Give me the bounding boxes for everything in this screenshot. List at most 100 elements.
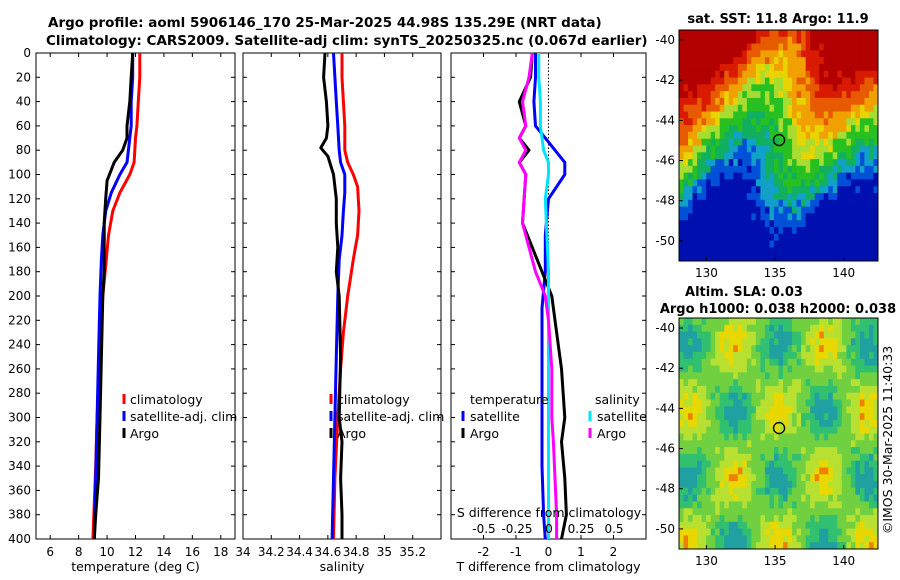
heatmap-cell <box>719 399 725 407</box>
heatmap-cell <box>724 521 730 530</box>
heatmap-cell <box>746 104 752 113</box>
heatmap-cell <box>773 152 779 160</box>
heatmap-cell <box>792 345 798 353</box>
heatmap-cell <box>859 63 865 72</box>
heatmap-cell <box>823 521 829 530</box>
heatmap-cell <box>728 528 734 536</box>
heatmap-cell <box>837 481 843 489</box>
heatmap-cell <box>837 220 843 228</box>
heatmap-cell <box>724 351 730 360</box>
heatmap-cell <box>832 131 838 140</box>
heatmap-cell <box>783 413 789 421</box>
heatmap-cell <box>697 36 703 45</box>
heatmap-cell <box>855 63 861 72</box>
heatmap-cell <box>710 433 716 441</box>
heatmap-cell <box>796 447 802 455</box>
heatmap-cell <box>760 199 766 208</box>
heatmap-cell <box>814 508 820 516</box>
heatmap-cell <box>819 57 825 65</box>
heatmap-cell <box>859 460 865 468</box>
heatmap-cell <box>814 57 820 65</box>
heatmap-cell <box>783 318 789 326</box>
heatmap-cell <box>828 433 834 441</box>
heatmap-cell <box>841 447 847 455</box>
heatmap-cell <box>719 460 725 468</box>
heatmap-cell <box>737 460 743 468</box>
heatmap-cell <box>801 385 807 394</box>
heatmap-cell <box>828 36 834 45</box>
sla-map-title: Altim. SLA: 0.03 <box>685 285 803 300</box>
heatmap-cell <box>832 365 838 373</box>
heatmap-cell <box>701 186 707 194</box>
heatmap-cell <box>764 84 770 92</box>
heatmap-cell <box>801 331 807 339</box>
heatmap-cell <box>719 392 725 401</box>
heatmap-cell <box>688 179 694 187</box>
heatmap-cell <box>737 84 743 92</box>
heatmap-cell <box>683 50 689 58</box>
heatmap-cell <box>801 372 807 380</box>
heatmap-cell <box>846 97 852 106</box>
heatmap-cell <box>764 365 770 373</box>
heatmap-cell <box>710 542 716 550</box>
heatmap-cell <box>755 91 761 99</box>
heatmap-cell <box>814 521 820 530</box>
heatmap-cell <box>832 426 838 434</box>
heatmap-cell <box>706 515 712 523</box>
heatmap-cell <box>841 227 847 235</box>
heatmap-cell <box>837 358 843 367</box>
heatmap-cell <box>683 474 689 482</box>
heatmap-cell <box>773 145 779 153</box>
heatmap-cell <box>837 521 843 530</box>
heatmap-cell <box>679 63 685 72</box>
heatmap-cell <box>864 159 870 167</box>
heatmap-cell <box>819 186 825 194</box>
heatmap-cell <box>710 392 716 401</box>
heatmap-cell <box>692 542 698 550</box>
heatmap-cell <box>719 233 725 242</box>
heatmap-cell <box>837 145 843 153</box>
heatmap-cell <box>801 358 807 367</box>
heatmap-cell <box>814 118 820 126</box>
heatmap-cell <box>728 542 734 550</box>
heatmap-cell <box>855 77 861 85</box>
heatmap-cell <box>679 487 685 496</box>
heatmap-cell <box>751 199 757 208</box>
heatmap-cell <box>769 379 775 387</box>
heatmap-cell <box>773 535 779 543</box>
heatmap-cell <box>837 63 843 72</box>
heatmap-cell <box>760 206 766 214</box>
heatmap-cell <box>792 460 798 468</box>
heatmap-cell <box>692 474 698 482</box>
heatmap-cell <box>706 84 712 92</box>
heatmap-cell <box>683 206 689 214</box>
heatmap-cell <box>773 63 779 72</box>
heatmap-cell <box>796 254 802 262</box>
heatmap-cell <box>697 193 703 201</box>
heatmap-cell <box>692 193 698 201</box>
heatmap-cell <box>746 193 752 201</box>
heatmap-cell <box>764 179 770 187</box>
heatmap-cell <box>769 501 775 509</box>
heatmap-cell <box>783 227 789 235</box>
heatmap-cell <box>728 474 734 482</box>
heatmap-cell <box>864 419 870 428</box>
heatmap-cell <box>832 179 838 187</box>
heatmap-cell <box>755 481 761 489</box>
heatmap-cell <box>796 125 802 133</box>
heatmap-cell <box>701 324 707 333</box>
heatmap-cell <box>792 474 798 482</box>
heatmap-cell <box>755 57 761 65</box>
heatmap-cell <box>706 508 712 516</box>
heatmap-cell <box>688 36 694 45</box>
heatmap-cell <box>710 515 716 523</box>
heatmap-cell <box>692 36 698 45</box>
heatmap-cell <box>706 318 712 326</box>
heatmap-cell <box>819 433 825 441</box>
heatmap-cell <box>873 186 879 194</box>
heatmap-cell <box>832 447 838 455</box>
heatmap-cell <box>814 220 820 228</box>
heatmap-cell <box>832 97 838 106</box>
heatmap-cell <box>760 379 766 387</box>
heatmap-cell <box>787 131 793 140</box>
